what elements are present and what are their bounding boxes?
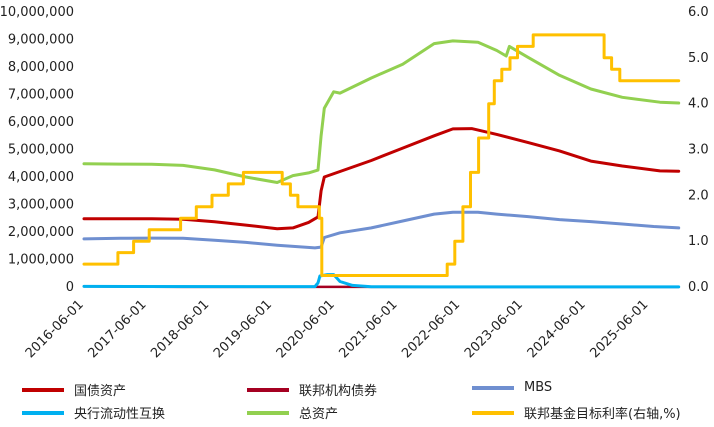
- right-tick-label: 4.0: [688, 97, 709, 112]
- x-tick-label: 2020-06-01: [274, 297, 338, 361]
- x-tick-label: 2017-06-01: [86, 297, 150, 361]
- left-tick-label: 9,000,000: [8, 33, 74, 48]
- legend-swatch-treasury: [22, 387, 64, 392]
- legend-label-treasury: 国债资产: [74, 384, 127, 399]
- legend-swatch-fedrate: [472, 410, 514, 415]
- series-line-5: [82, 33, 681, 277]
- legend-item-total: 总资产: [247, 403, 338, 422]
- legend-swatch-total: [247, 410, 289, 415]
- left-tick-label: 8,000,000: [8, 60, 74, 75]
- left-tick-label: 7,000,000: [8, 88, 74, 103]
- series-line-2: [82, 210, 681, 250]
- x-tick-label: 2016-06-01: [23, 297, 87, 361]
- legend: 国债资产 联邦机构债券 MBS 央行流动性互换 总资产 联邦基金目标利率(右轴,…: [0, 376, 714, 427]
- x-tick-label: 2023-06-01: [462, 297, 526, 361]
- series-lines: [82, 33, 681, 289]
- right-tick-label: 5.0: [688, 51, 709, 66]
- right-tick-label: 3.0: [688, 143, 709, 158]
- legend-item-agency: 联邦机构债券: [247, 380, 377, 399]
- left-tick-label: 1,000,000: [8, 253, 74, 268]
- left-tick-label: 2,000,000: [8, 225, 74, 240]
- left-tick-label: 3,000,000: [8, 198, 74, 213]
- series-line-0: [82, 127, 681, 231]
- legend-item-treasury: 国债资产: [22, 380, 126, 399]
- legend-label-swap: 央行流动性互换: [74, 407, 166, 422]
- left-tick-label: 0: [66, 280, 74, 295]
- series-line-4: [82, 39, 681, 184]
- legend-label-agency: 联邦机构债券: [299, 384, 378, 399]
- legend-label-mbs: MBS: [524, 380, 553, 395]
- x-tick-label: 2024-06-01: [525, 297, 589, 361]
- x-axis-ticks: 2016-06-012017-06-012018-06-012019-06-01…: [23, 297, 652, 361]
- legend-swatch-swap: [22, 410, 64, 415]
- legend-item-mbs: MBS: [472, 380, 552, 395]
- x-tick-label: 2018-06-01: [148, 297, 212, 361]
- right-tick-label: 2.0: [688, 188, 709, 203]
- x-tick-label: 2025-06-01: [587, 297, 651, 361]
- x-tick-label: 2019-06-01: [211, 297, 275, 361]
- legend-item-swap: 央行流动性互换: [22, 403, 165, 422]
- right-tick-label: 0.0: [688, 280, 709, 295]
- right-tick-label: 6.0: [688, 5, 709, 20]
- x-tick-label: 2022-06-01: [399, 297, 463, 361]
- legend-swatch-agency: [247, 387, 289, 392]
- left-axis-ticks: 0 1,000,000 2,000,000 3,000,000 4,000,000 5,0…: [0, 5, 74, 295]
- left-tick-label: 5,000,000: [8, 143, 74, 158]
- left-tick-label: 6,000,000: [8, 115, 74, 130]
- x-tick-label: 2021-06-01: [336, 297, 400, 361]
- legend-label-total: 总资产: [299, 407, 339, 422]
- legend-label-fedrate: 联邦基金目标利率(右轴,%): [524, 407, 681, 422]
- right-axis-ticks: 0.0 1.0 2.0 3.0 4.0 5.0 6.0: [688, 5, 709, 295]
- right-tick-label: 1.0: [688, 234, 709, 249]
- series-line-3: [82, 273, 681, 289]
- left-tick-label: 10,000,000: [0, 5, 74, 20]
- legend-item-fedrate: 联邦基金目标利率(右轴,%): [472, 403, 681, 422]
- legend-swatch-mbs: [472, 385, 514, 390]
- left-tick-label: 4,000,000: [8, 170, 74, 185]
